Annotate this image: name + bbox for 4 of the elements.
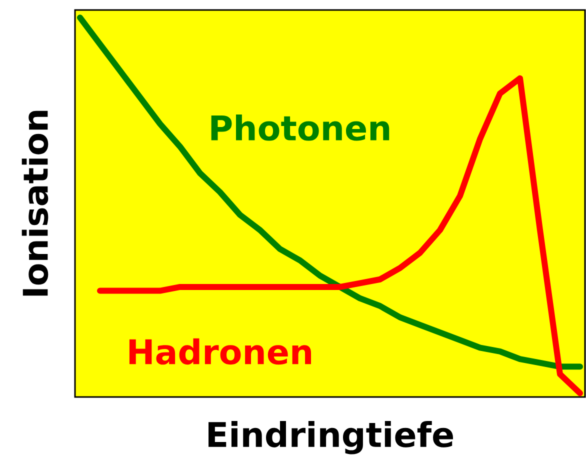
x-axis-title: Eindringtiefe (208, 421, 453, 454)
series-label: Photonen (211, 114, 390, 141)
series-label: Hadronen (129, 338, 312, 365)
y-axis-title: Ionisation (22, 110, 48, 296)
